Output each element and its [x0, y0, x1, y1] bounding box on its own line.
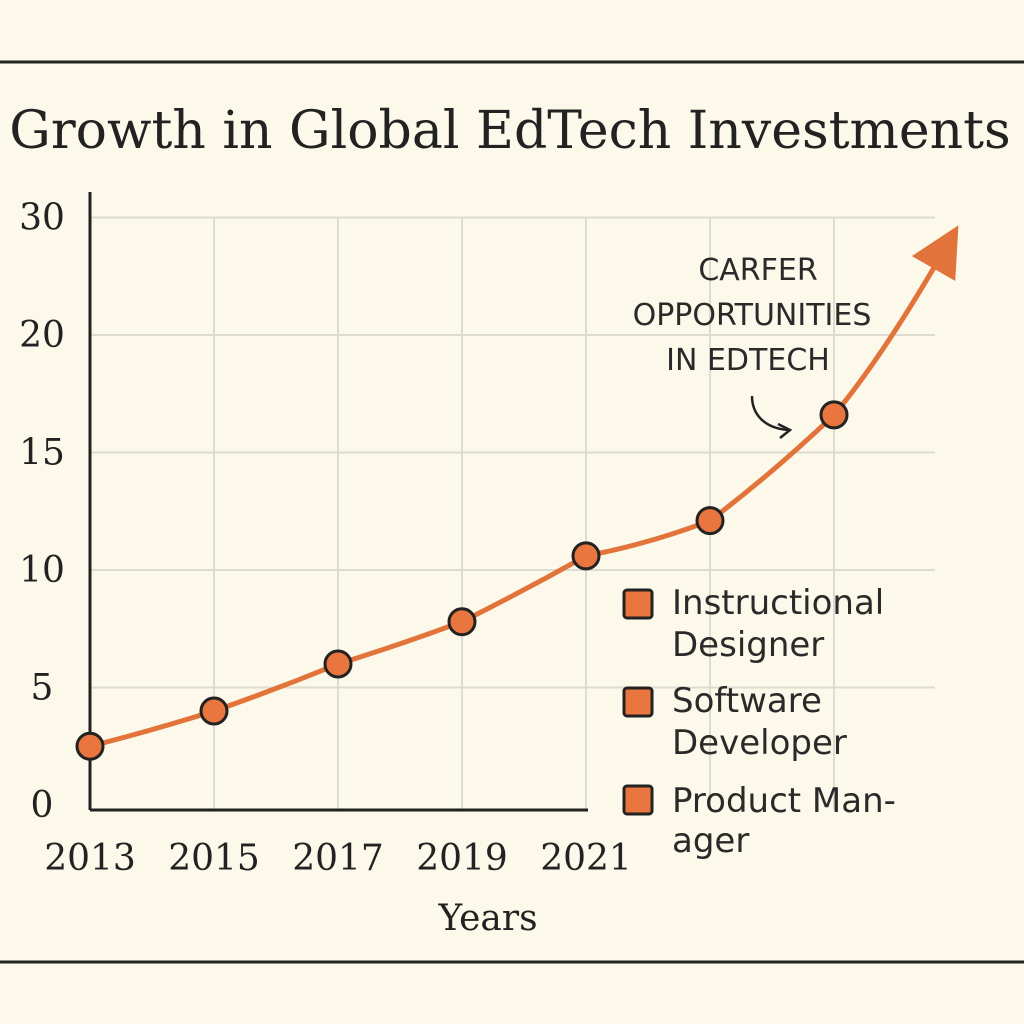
series-group [75, 225, 959, 761]
x-tick-label: 2021 [540, 838, 632, 879]
legend-label-instructional-designer-line-2: Designer [672, 625, 824, 665]
annotation-line-1: CARFER [698, 253, 817, 288]
y-tick-label: 15 [19, 433, 65, 474]
x-tick-label: 2019 [416, 838, 508, 879]
data-point-2025 [819, 400, 849, 430]
legend-label-product-manager-line-2: ager [672, 821, 749, 861]
y-tick-label: 0 [31, 785, 54, 826]
data-point-2019 [447, 607, 477, 637]
legend-label-instructional-designer-line-1: Instructional [672, 583, 884, 623]
data-point-2021 [571, 541, 601, 571]
y-tick-label: 30 [19, 198, 65, 239]
chart-title: Growth in Global EdTech Investments [9, 101, 1010, 161]
legend-swatch-software-developer [622, 686, 654, 718]
data-point-2013 [75, 731, 105, 761]
annotation-line-3: IN EDTECH [666, 343, 830, 378]
legend-label-software-developer-line-1: Software [672, 681, 822, 721]
annotation-line-2: OPPORTUNITIES [633, 298, 872, 333]
x-tick-label: 2015 [168, 838, 260, 879]
legend-label-product-manager-line-1: Product Man- [672, 781, 896, 821]
data-point-2023 [695, 506, 725, 536]
y-tick-label: 20 [19, 315, 65, 356]
y-tick-labels: 0 5 10 15 20 30 [19, 198, 65, 827]
annotation-arrow [750, 395, 789, 432]
grid [90, 216, 935, 810]
legend: Instructional Designer Software Develope… [622, 583, 896, 861]
data-point-2015 [199, 696, 229, 726]
y-tick-label: 5 [31, 668, 54, 709]
legend-swatch-product-manager [622, 784, 654, 816]
x-tick-labels: 2013 2015 2017 2019 2021 [44, 838, 632, 879]
legend-label-software-developer-line-2: Developer [672, 723, 847, 763]
legend-swatch-instructional-designer [622, 588, 654, 620]
x-tick-label: 2013 [44, 838, 136, 879]
annotation-arrow-head [777, 422, 793, 439]
data-point-2017 [323, 649, 353, 679]
annotation: CARFER OPPORTUNITIES IN EDTECH [633, 253, 872, 439]
y-tick-label: 10 [19, 550, 65, 591]
x-tick-label: 2017 [292, 838, 384, 879]
x-axis-label: Years [437, 898, 537, 939]
